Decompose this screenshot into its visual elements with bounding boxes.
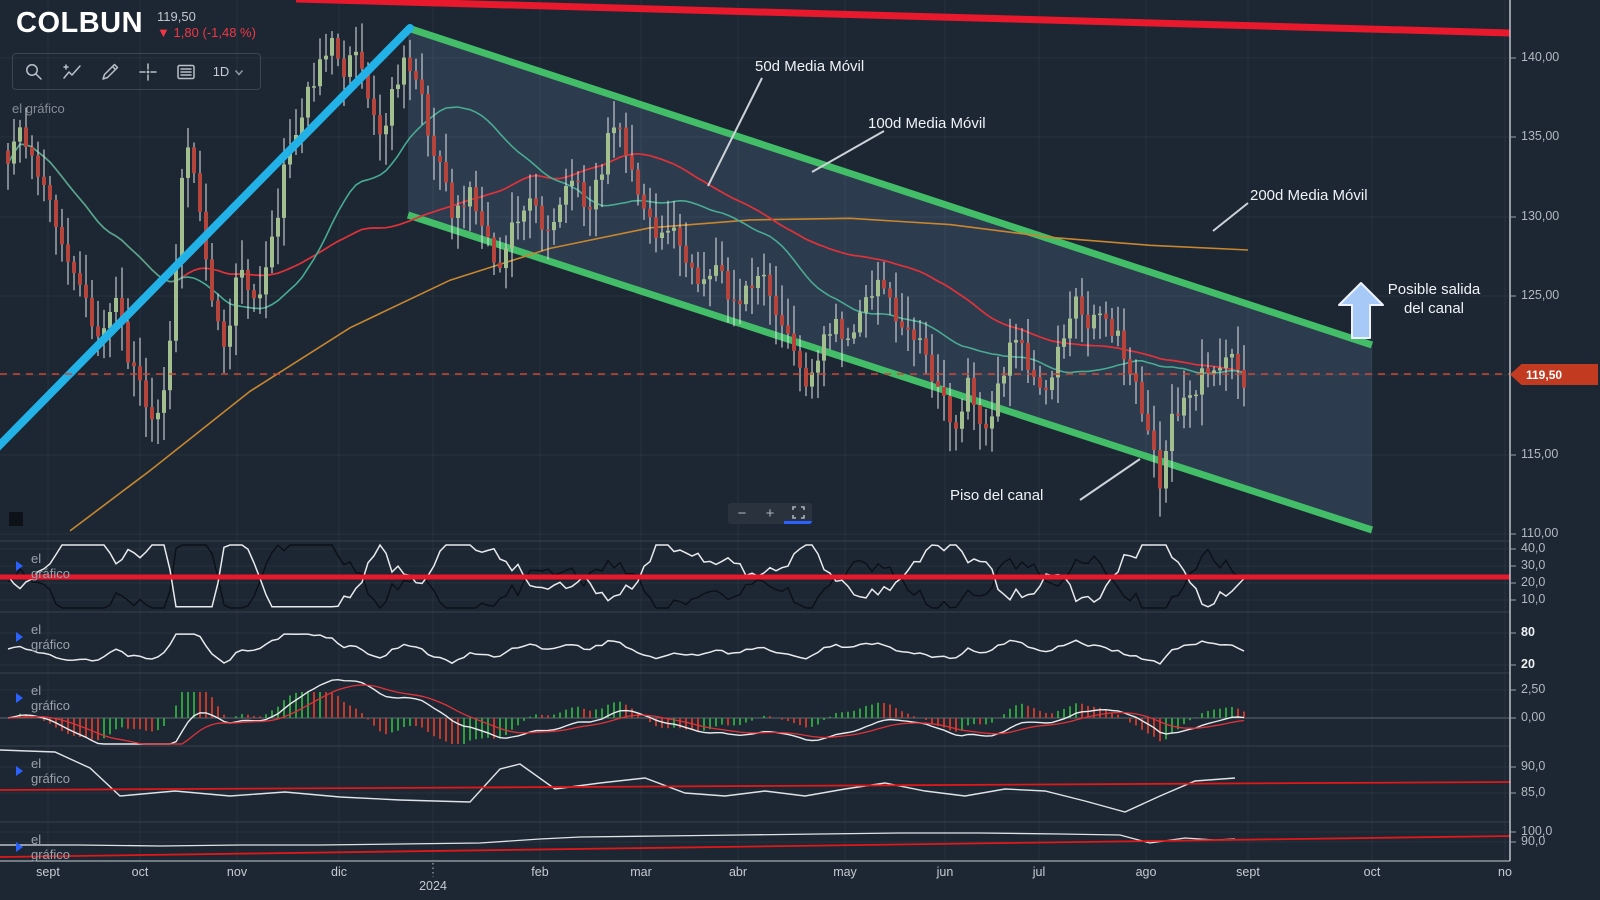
annotation-ma50: 50d Media Móvil [755,58,865,75]
symbol-header: COLBUN 119,50 ▼ 1,80 (-1,48 %) [16,6,256,40]
crosshair-tool-button[interactable] [129,56,167,87]
timeframe-button[interactable]: 1D [205,56,253,87]
time-axis-label[interactable]: feb [531,865,549,879]
pane-label-row-3[interactable]: el gráfico [16,683,70,713]
last-price: 119,50 [157,9,196,24]
annotation-channel-floor: Piso del canal [950,487,1044,504]
pane2-axis-label: 20 [1521,657,1535,671]
pane1-axis-label: 30,0 [1521,558,1546,572]
pane-label-text: el gráfico [31,683,71,713]
time-axis-label[interactable]: sept [1236,865,1260,879]
pane-collapse-icon[interactable] [16,842,23,852]
time-axis-year-label[interactable]: 2024 [419,879,447,893]
time-axis-label[interactable]: abr [728,865,748,879]
pencil-icon [102,63,119,80]
price-axis-label: 110,00 [1521,526,1559,540]
pane3-axis-label: 0,00 [1521,710,1546,724]
pane-collapse-icon[interactable] [16,766,23,776]
chart-toolbar: 1D [12,53,261,90]
indicators-icon [177,64,195,79]
pane1-axis-label: 40,0 [1521,541,1546,555]
symbol-name: COLBUN [16,7,144,39]
timeframe-label: 1D [212,64,230,79]
pane2-axis-label: 80 [1521,625,1535,639]
price-change: ▼ 1,80 (-1,48 %) [157,25,256,40]
pane-label-row-1[interactable]: el gráfico [16,551,70,581]
pane-label-text: el gráfico [31,551,71,581]
pane1-axis-label: 20,0 [1521,575,1546,589]
price-axis-label: 140,00 [1521,50,1560,64]
zoom-out-button[interactable]: − [737,505,747,522]
time-axis-label[interactable]: oct [131,865,149,879]
pane4-axis-label: 85,0 [1521,785,1546,799]
search-button[interactable] [15,56,53,87]
chevron-down-icon [235,69,244,76]
crosshair-icon [139,62,157,81]
indicators-button[interactable] [167,56,205,87]
draw-tool-button[interactable] [91,56,129,87]
pane-label-text: el gráfico [31,832,71,862]
time-axis-label[interactable]: jul [1032,865,1046,879]
logo-placeholder [9,512,23,526]
pane-label-row-2[interactable]: el gráfico [16,622,70,652]
zoom-controls: − + [728,503,812,524]
search-icon [26,63,42,80]
annotation-ma200: 200d Media Móvil [1250,187,1368,204]
pane1-axis-label: 10,0 [1521,592,1546,606]
time-axis-label[interactable]: may [833,865,857,879]
trendline-tool-button[interactable] [53,56,91,87]
pane3-axis-label: 2,50 [1521,682,1546,696]
change-percent: (-1,48 %) [202,25,256,40]
time-axis-label[interactable]: jun [936,865,954,879]
pane5-axis-label: 100,0 [1521,824,1553,838]
time-axis-label[interactable]: ago [1135,865,1157,879]
main-pane-watermark: el gráfico [12,101,65,116]
quote-block: 119,50 ▼ 1,80 (-1,48 %) [157,9,256,40]
pane-label-row-4[interactable]: el gráfico [16,756,70,786]
annotation-exit-line2: del canal [1403,300,1465,317]
pane-collapse-icon[interactable] [16,693,23,703]
price-axis-label: 125,00 [1521,288,1560,302]
fullscreen-icon [791,505,805,519]
fullscreen-button[interactable] [784,503,812,524]
pane5-axis-label: 90,0 [1521,834,1546,848]
price-axis-label: 115,00 [1521,447,1559,461]
price-axis-label: 135,00 [1521,129,1560,143]
zoom-in-button[interactable]: + [765,505,775,522]
trendline-icon [63,63,81,79]
time-axis-label[interactable]: mar [630,865,652,879]
pane-collapse-icon[interactable] [16,561,23,571]
down-arrow-icon: ▼ [157,25,170,40]
annotation-channel-exit: Posible salida del canal [1379,280,1489,318]
pane-collapse-icon[interactable] [16,632,23,642]
annotation-ma100: 100d Media Móvil [868,115,986,132]
time-axis-label[interactable]: dic [331,865,347,879]
change-value: 1,80 [173,25,199,40]
pane4-axis-label: 90,0 [1521,759,1546,773]
pane-label-row-5[interactable]: el gráfico [16,832,70,862]
time-axis-label[interactable]: no [1498,865,1512,879]
pane-label-text: el gráfico [31,622,71,652]
pane-label-text: el gráfico [31,756,71,786]
price-axis-label: 130,00 [1521,209,1560,223]
annotation-exit-line1: Posible salida [1387,281,1481,298]
time-axis-label[interactable]: nov [226,865,248,879]
time-axis-label[interactable]: oct [1363,865,1381,879]
current-price-badge: 119,50 [1510,364,1598,385]
time-axis-label[interactable]: sept [36,865,60,879]
